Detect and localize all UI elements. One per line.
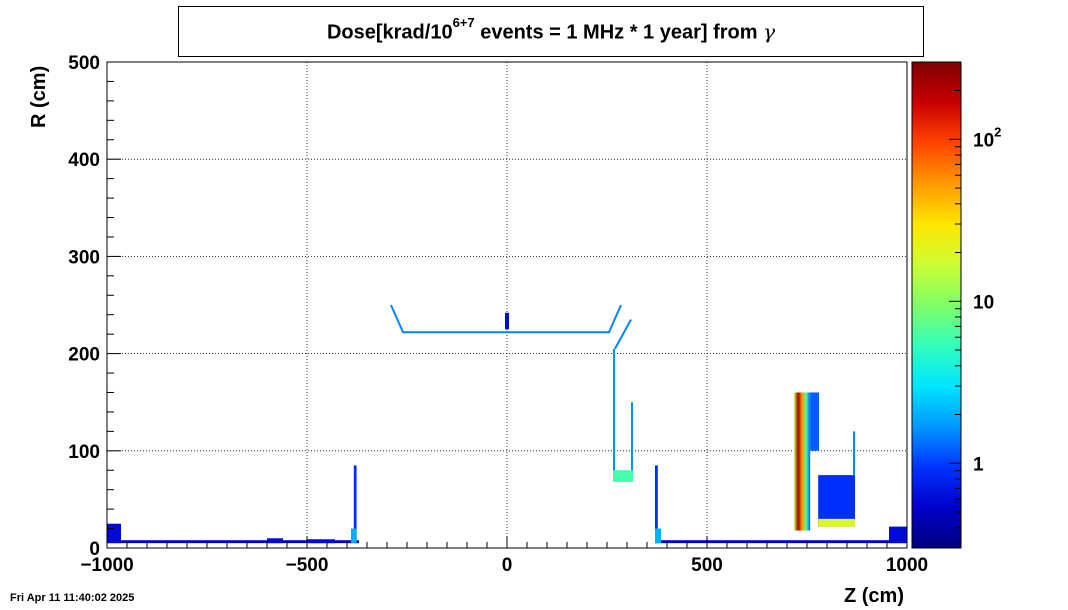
dose-region-barrel-outline bbox=[390, 304, 622, 334]
dose-region-beam-pipe-left bbox=[107, 540, 359, 544]
x-tick-label: 500 bbox=[691, 555, 723, 576]
colorbar-frame bbox=[911, 61, 962, 549]
x-tick-label: −1000 bbox=[80, 555, 133, 576]
dose-region-central-bar bbox=[505, 312, 509, 330]
dose-region-left-wall-base bbox=[351, 528, 357, 544]
title-symbol: γ bbox=[763, 19, 776, 44]
title-exponent: 6+7 bbox=[452, 14, 475, 30]
dose-region-right-wall-base bbox=[655, 528, 661, 544]
y-tick-label: 300 bbox=[68, 247, 100, 268]
dose-region-right-wall bbox=[655, 465, 658, 544]
x-tick-label: 0 bbox=[502, 555, 513, 576]
dose-region-far-right-block bbox=[889, 526, 907, 544]
colorbar-tick-label: 1 bbox=[973, 454, 984, 475]
colorbar-tick-exponent: 2 bbox=[994, 124, 1001, 139]
y-axis: 0 100 200 300 400 500 bbox=[68, 53, 121, 560]
dose-region-calorimeter-right bbox=[818, 475, 855, 527]
y-tick-label: 0 bbox=[89, 539, 100, 560]
y-tick-label: 500 bbox=[68, 53, 100, 74]
chart-title: Dose[krad/106+7 events = 1 MHz * 1 year]… bbox=[326, 15, 776, 45]
dose-region-calorimeter-upper bbox=[810, 392, 819, 451]
y-tick-label: 400 bbox=[68, 150, 100, 171]
colorbar-tick-label: 10 bbox=[973, 292, 994, 313]
dose-region-left-bumps-2 bbox=[307, 539, 335, 544]
x-axis-title: Z (cm) bbox=[844, 585, 904, 607]
x-tick-label: 1000 bbox=[886, 555, 928, 576]
dose-region-left-bumps bbox=[267, 538, 283, 544]
y-tick-label: 200 bbox=[68, 345, 100, 366]
dose-region-cone-outline bbox=[614, 319, 632, 350]
title-prefix: Dose[krad/10 bbox=[326, 21, 453, 44]
timestamp: Fri Apr 11 11:40:02 2025 bbox=[10, 592, 135, 604]
dose-region-calorimeter-tower bbox=[853, 431, 855, 476]
dose-region-cone-vertical-2 bbox=[631, 402, 633, 473]
dose-region-beam-pipe-right bbox=[655, 540, 907, 544]
y-axis-title: R (cm) bbox=[28, 65, 50, 128]
dose-data-layer bbox=[107, 304, 907, 544]
dose-region-calorimeter-base bbox=[818, 518, 855, 527]
dose-region-cone-base bbox=[613, 470, 633, 482]
title-box: Dose[krad/106+7 events = 1 MHz * 1 year]… bbox=[178, 6, 924, 57]
colorbar bbox=[912, 62, 961, 548]
dose-region-far-left-block bbox=[107, 523, 121, 544]
title-suffix: events = 1 MHz * 1 year] from bbox=[474, 21, 764, 44]
colorbar-tick-label: 102 bbox=[973, 124, 1001, 151]
dose-region-left-wall bbox=[353, 465, 357, 544]
grid-lines bbox=[107, 62, 907, 548]
y-tick-label: 100 bbox=[68, 442, 100, 463]
x-tick-label: −500 bbox=[286, 555, 329, 576]
dose-region-calorimeter-hot bbox=[794, 392, 811, 531]
dose-region-cone-vertical bbox=[613, 348, 615, 480]
x-axis: −1000 −500 0 500 1000 bbox=[80, 536, 928, 576]
